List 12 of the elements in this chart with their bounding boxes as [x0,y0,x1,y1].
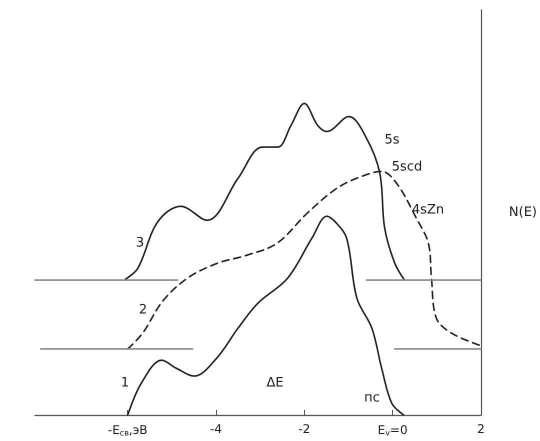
annotation: ΔE [266,376,284,390]
annotation: пс [364,390,380,406]
annotation: 3 [136,236,144,250]
annotation: 4sZn [412,202,444,218]
x-tick-label: -4 [210,422,222,436]
y-axis-title: N(E) [508,205,538,220]
x-tick-label: -2 [298,422,310,436]
annotation: 2 [138,302,148,318]
annotation: 5s [384,132,400,148]
annotation: 5scd [392,160,422,174]
annotation: 1 [120,376,130,390]
x-tick-label: 2 [477,422,485,436]
